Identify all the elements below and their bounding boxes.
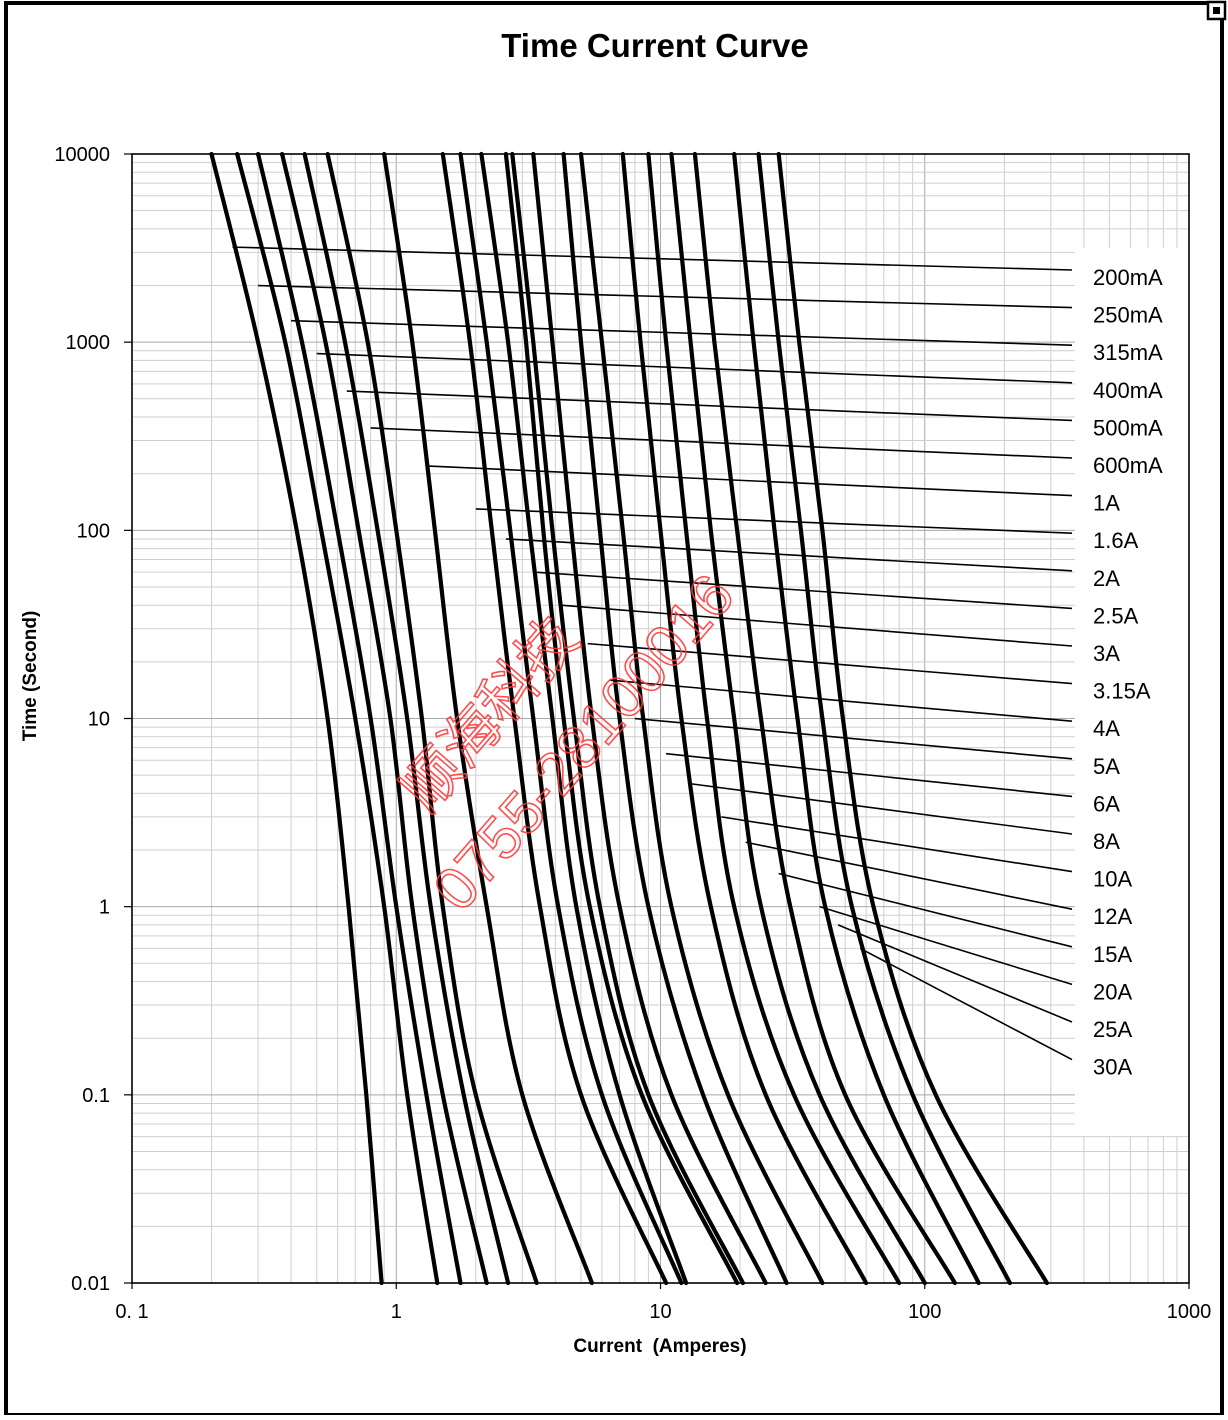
x-tick-label: 1000 [1167,1301,1212,1323]
y-tick-label: 0.1 [82,1085,110,1107]
y-tick-label: 1000 [66,332,111,354]
curve-20A [732,151,981,1286]
leader-line-1A [426,465,1073,497]
curve-500mA [302,151,511,1286]
leader-line-15A [778,872,1073,948]
x-axis-label: Current (Amperes) [573,1336,746,1357]
curve-1A [382,151,594,1286]
curve-12A [669,151,927,1286]
leader-line-30A [859,947,1073,1061]
leader-line-5A [634,717,1073,760]
legend-label-1.6A: 1.6A [1093,528,1139,553]
grid [132,154,1189,1283]
y-axis-label: Time (Second) [20,611,41,742]
x-tick-label: 10 [649,1301,671,1323]
chart-title: Time Current Curve [501,27,808,64]
curve-3.15A [510,151,745,1286]
leader-line-8A [690,782,1073,835]
legend-label-20A: 20A [1093,979,1132,1004]
legend-label-600mA: 600mA [1093,453,1163,478]
curve-3A [503,151,740,1286]
leader-lines [232,246,1073,1061]
legend-label-6A: 6A [1093,791,1120,816]
curve-600mA [325,151,539,1286]
legend-label-2.5A: 2.5A [1093,603,1139,628]
leader-line-3A [560,604,1073,647]
y-axis-ticks: 10000 1000 100 10 1 0.1 0.01 [54,144,132,1295]
x-tick-label: 1 [391,1301,402,1323]
curve-10A [646,151,902,1286]
curve-4A [531,151,768,1286]
curve-315mA [256,151,463,1286]
legend-label-15A: 15A [1093,942,1132,967]
curve-1.6A [440,151,669,1286]
legend-label-250mA: 250mA [1093,303,1163,328]
x-tick-label: 100 [908,1301,941,1323]
x-axis-ticks: 0. 1 1 10 100 1000 [115,1283,1211,1323]
legend-label-10A: 10A [1093,867,1132,892]
legend-label-1A: 1A [1093,491,1120,516]
legend-label-12A: 12A [1093,904,1132,929]
legend-label-200mA: 200mA [1093,265,1163,290]
legend-label-5A: 5A [1093,754,1120,779]
x-tick-label: 0. 1 [115,1301,148,1323]
legend-label-8A: 8A [1093,829,1120,854]
leader-line-500mA [346,390,1073,422]
leader-line-400mA [316,352,1073,384]
y-tick-label: 0.01 [71,1273,110,1295]
legend-label-315mA: 315mA [1093,340,1163,365]
leader-line-3.15A [587,642,1073,685]
leader-line-25A [837,924,1073,1023]
curves [209,151,1049,1286]
curve-5A [561,151,789,1286]
curve-2.5A [479,151,689,1286]
leader-line-12A [745,841,1073,910]
legend-label-500mA: 500mA [1093,415,1163,440]
curve-2A [458,151,684,1286]
leader-line-6A [666,752,1073,798]
leader-line-250mA [258,284,1073,309]
leader-line-600mA [370,427,1073,459]
leader-line-315mA [291,319,1073,346]
curve-8A [620,151,869,1286]
leader-line-20A [819,905,1073,986]
y-tick-label: 1 [99,897,110,919]
leader-line-1.6A [475,508,1073,534]
legend-panel [1075,248,1195,1136]
legend: 200mA 250mA 315mA 400mA 500mA 600mA 1A 1.6A 2A 2.… [1093,265,1163,1080]
legend-label-3.15A: 3.15A [1093,679,1151,704]
leader-line-10A [721,816,1073,873]
curve-30A [776,151,1049,1286]
maximize-icon[interactable] [1206,0,1227,21]
legend-label-3A: 3A [1093,641,1120,666]
curve-400mA [280,151,489,1286]
y-tick-label: 10 [88,709,110,731]
y-tick-label: 10000 [54,144,110,166]
leader-line-200mA [232,246,1073,271]
legend-label-30A: 30A [1093,1055,1132,1080]
y-tick-label: 100 [77,520,110,542]
curve-200mA [209,151,384,1286]
curve-15A [692,151,957,1286]
legend-label-2A: 2A [1093,566,1120,591]
leader-line-2A [505,538,1073,572]
legend-label-400mA: 400mA [1093,378,1163,403]
leader-line-2.5A [533,571,1073,610]
legend-label-4A: 4A [1093,716,1120,741]
legend-label-25A: 25A [1093,1017,1132,1042]
curve-25A [756,151,1012,1286]
leader-line-4A [609,679,1073,722]
curve-250mA [235,151,440,1286]
